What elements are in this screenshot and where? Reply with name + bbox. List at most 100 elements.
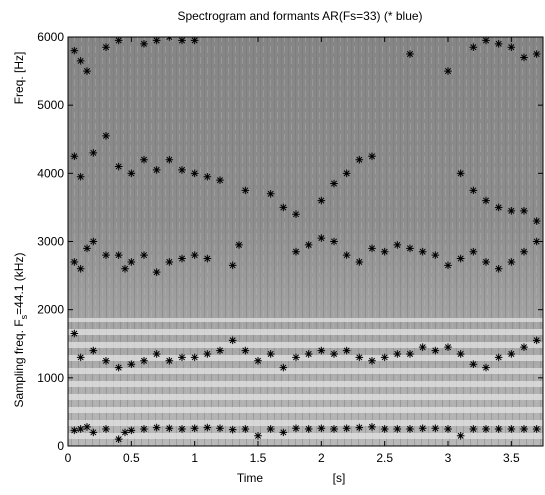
formant-point [368,356,376,365]
formant-point [355,353,364,362]
formant-point [102,251,110,259]
formant-point [494,40,503,48]
formant-point [520,425,528,433]
formant-point [469,43,478,52]
formant-point [380,247,389,256]
formant-point [76,425,85,433]
formant-point [456,169,465,178]
y-tick-label: 5000 [37,98,64,112]
formant-point [165,258,174,266]
formant-point [304,350,313,358]
formant-point [520,343,528,351]
formant-point [190,169,199,178]
formant-point [330,350,338,358]
y-tick-label: 1000 [37,371,64,385]
formant-point [342,169,351,178]
formant-point [241,346,250,355]
formant-point [469,247,478,256]
formant-point [235,241,243,249]
x-axis-unit: [s] [333,471,346,485]
formant-point [507,43,516,52]
formant-point [266,350,275,358]
formant-point [494,203,503,212]
formant-point [228,336,237,345]
formant-point [482,196,490,205]
formant-point [317,346,326,355]
formant-point [89,428,98,437]
formant-point [507,425,516,433]
formant-point [279,428,288,437]
y-axis-label-2: Sampling freq. Fs=44.1 (kHz) [12,253,29,408]
y-tick-label: 6000 [37,30,64,44]
formant-point [266,425,275,433]
formant-point [469,425,478,433]
formant-point [292,247,300,256]
formant-point [355,423,364,432]
y-label-sub: s [19,314,29,319]
formant-point [254,431,262,440]
formant-point [152,166,161,174]
formant-point [102,43,110,52]
formant-point [368,152,376,161]
formant-point [507,258,516,266]
formant-point [89,237,98,246]
formant-point [469,360,478,368]
formant-point [406,244,414,253]
formant-point [216,424,224,433]
formant-point [355,155,364,164]
formant-point [178,254,186,263]
formant-point [165,37,174,41]
formant-point [507,350,516,358]
x-tick-label: 3.5 [503,451,520,465]
formant-point [140,155,148,164]
formant-point [121,264,129,273]
formant-point [76,264,85,273]
formant-point [393,350,402,358]
formant-point [393,241,402,249]
formant-point [70,329,79,338]
formant-point [418,424,427,433]
formant-point [342,424,351,433]
formant-point [330,425,338,433]
y-tick-label: 3000 [37,235,64,249]
formant-point [152,423,161,432]
formant-point [241,425,250,433]
formant-point [342,251,351,259]
formant-point [114,37,123,45]
formant-point [368,423,376,431]
formant-point [83,423,91,431]
spectrogram [68,37,543,446]
formant-point [178,166,186,174]
y-tick-label: 0 [57,439,64,453]
formant-point [456,350,465,358]
formant-point [70,152,79,161]
formant-point [355,258,364,266]
formant-point [494,353,503,362]
formant-point [406,350,414,358]
formant-point [76,57,85,65]
formant-point [330,237,338,246]
formant-point [456,254,465,263]
formant-point [114,435,123,443]
formant-point [140,425,148,433]
y-axis-label: Freq. [Hz] [12,52,26,105]
x-tick-label: 2.5 [376,451,393,465]
formant-point [520,247,528,256]
formant-point [127,258,136,266]
formant-point [380,353,389,362]
formant-point [76,172,85,181]
formant-point [444,261,452,270]
formant-point [520,53,528,62]
formant-point [140,40,148,48]
formant-point [292,210,300,219]
formant-point [292,424,300,433]
formant-point [444,425,452,433]
formant-point [190,353,199,362]
formant-point [102,425,110,433]
x-tick-label: 0 [65,451,72,465]
formant-point [216,346,224,355]
formant-point [114,162,123,171]
x-axis-label: Time [237,471,264,485]
x-tick-label: 0.5 [123,451,140,465]
formant-point [152,37,161,45]
